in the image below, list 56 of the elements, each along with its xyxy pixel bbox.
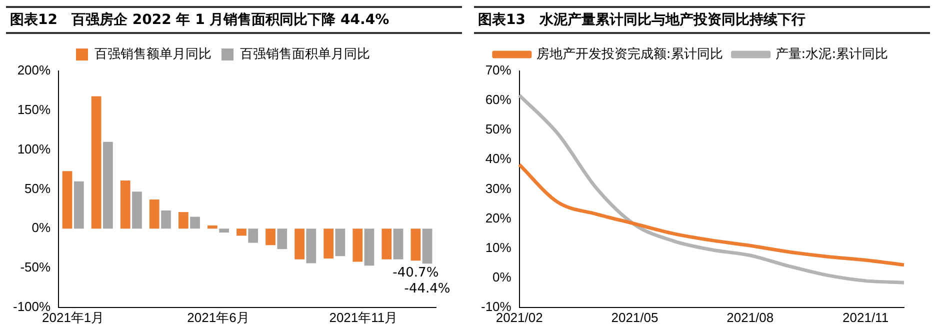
y-tick-label: 150% — [17, 102, 52, 117]
x-tick-label: 2021/05 — [611, 310, 658, 325]
bar — [219, 228, 229, 233]
bar — [149, 199, 160, 229]
y-tick-label: 0% — [32, 220, 52, 236]
chart-title: 图表12 百强房企 2022 年 1 月销售面积同比下降 44.4% — [6, 6, 462, 34]
line-series — [518, 162, 906, 267]
y-tick-label: 60% — [485, 92, 512, 108]
legend-label: 百强销售面积单月同比 — [240, 46, 370, 62]
bar — [393, 228, 404, 260]
line-series — [518, 93, 906, 284]
chart-title: 图表13 水泥产量累计同比与地产投资同比持续下行 — [474, 6, 930, 34]
y-tick-label: 0% — [492, 269, 512, 284]
x-tick-label: 2021/11 — [842, 310, 889, 325]
bar — [410, 228, 421, 261]
y-tick-label: -10% — [480, 298, 512, 314]
y-tick-label: 40% — [485, 151, 512, 166]
x-tick-label: 2021/08 — [726, 310, 774, 325]
bar — [178, 212, 188, 229]
y-tick-label: 70% — [485, 62, 512, 78]
legend-label: 房地产开发投资完成额:累计同比 — [536, 46, 723, 62]
bar — [422, 228, 432, 264]
bar — [103, 142, 113, 229]
data-label: -40.7% — [392, 265, 439, 280]
bar — [236, 228, 246, 236]
bar — [277, 228, 288, 250]
bar — [352, 228, 363, 262]
y-tick-label: 100% — [17, 141, 52, 156]
y-tick-label: 50% — [24, 180, 52, 196]
bar — [91, 96, 102, 229]
y-tick-label: -50% — [20, 260, 52, 275]
bar — [132, 192, 142, 229]
bar — [324, 228, 334, 259]
bar — [74, 181, 84, 229]
bar — [248, 228, 258, 243]
bar — [62, 171, 72, 229]
bar — [208, 225, 218, 229]
y-tick-label: 10% — [485, 240, 512, 255]
bar — [335, 228, 346, 256]
data-label: -44.4% — [404, 281, 450, 296]
x-tick-label: 2021年11月 — [329, 310, 398, 325]
bar — [266, 228, 276, 246]
y-tick-label: 50% — [485, 122, 512, 137]
bar — [294, 228, 304, 260]
x-tick-label: 2021年6月 — [187, 310, 250, 325]
bar — [306, 228, 316, 264]
bar — [120, 180, 130, 229]
legend-label: 产量:水泥:累计同比 — [775, 46, 888, 62]
bar — [382, 228, 392, 260]
y-tick-label: 20% — [485, 210, 512, 226]
y-tick-label: 30% — [485, 180, 512, 196]
legend-label: 百强销售额单月同比 — [94, 46, 212, 62]
y-tick-label: 200% — [17, 62, 52, 78]
bar — [161, 210, 171, 229]
bar — [190, 216, 200, 229]
bar — [364, 228, 374, 266]
